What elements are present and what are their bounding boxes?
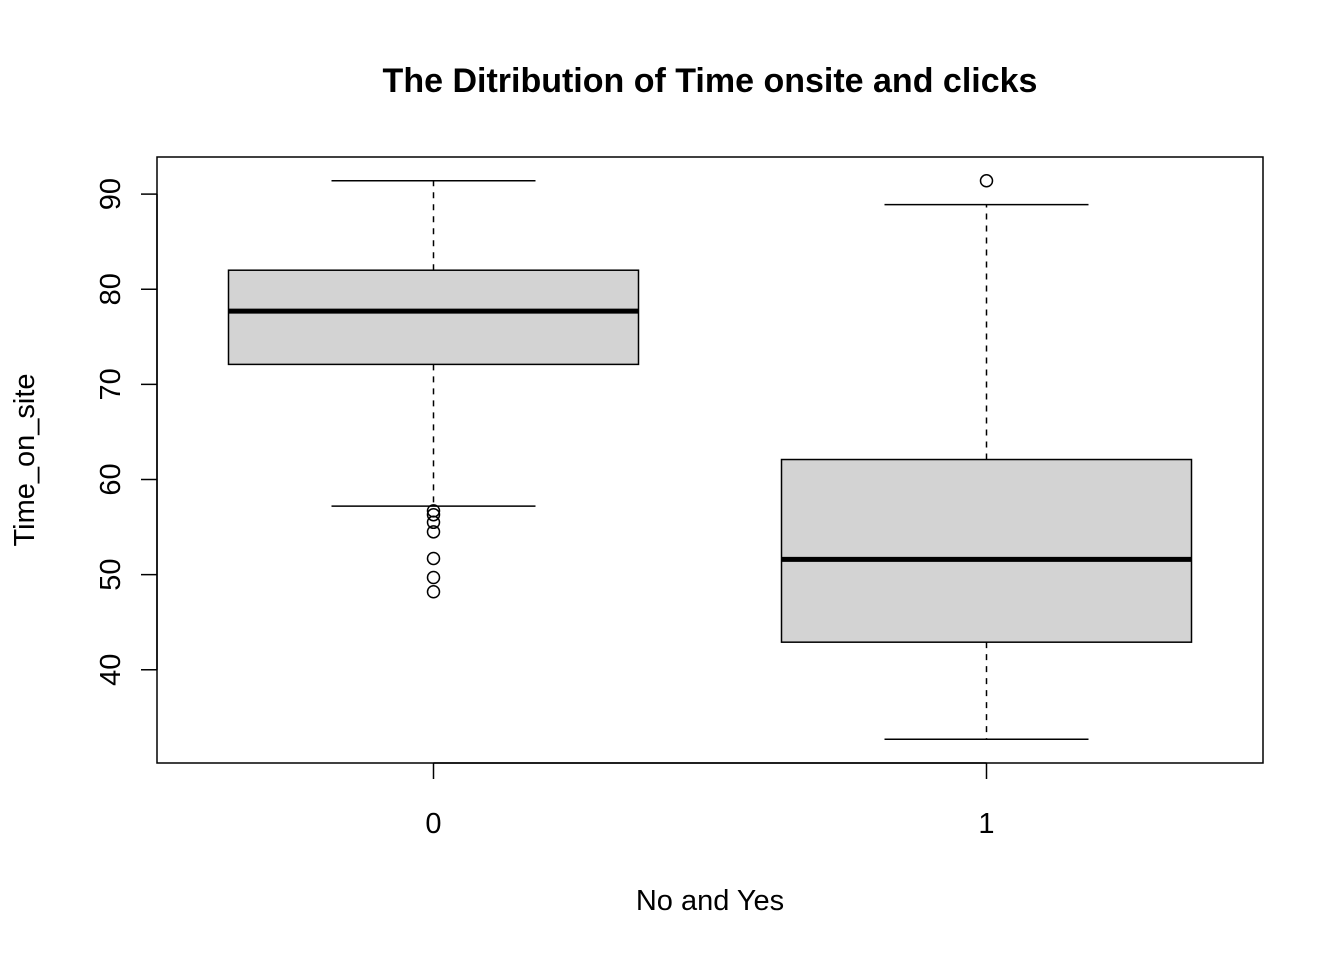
outlier-point [426, 507, 441, 522]
y-tick-label: 60 [95, 463, 127, 495]
box-group-1 [780, 174, 1193, 740]
y-tick-label: 90 [95, 178, 127, 210]
outlier-point [426, 515, 441, 530]
outlier-point [979, 174, 994, 188]
y-tick-label: 40 [95, 654, 127, 686]
x-tick-label: 0 [425, 808, 441, 840]
boxes [227, 174, 1193, 740]
y-tick-label: 70 [95, 368, 127, 400]
outlier-point [426, 551, 441, 566]
x-axis-label: No and Yes [636, 885, 784, 917]
chart-title: The Ditribution of Time onsite and click… [383, 62, 1038, 100]
iqr-box [780, 458, 1193, 643]
outlier-point [426, 525, 441, 539]
y-tick-label: 50 [95, 559, 127, 591]
outlier-point [426, 585, 441, 599]
iqr-box [227, 269, 640, 366]
y-axis-label: Time_on_site [9, 373, 41, 546]
outlier-point [426, 570, 441, 585]
box-group-0 [227, 180, 640, 599]
x-tick-label: 1 [978, 808, 994, 840]
y-axis: 40 50 60 70 80 90 [95, 178, 158, 686]
y-tick-label: 80 [95, 273, 127, 305]
